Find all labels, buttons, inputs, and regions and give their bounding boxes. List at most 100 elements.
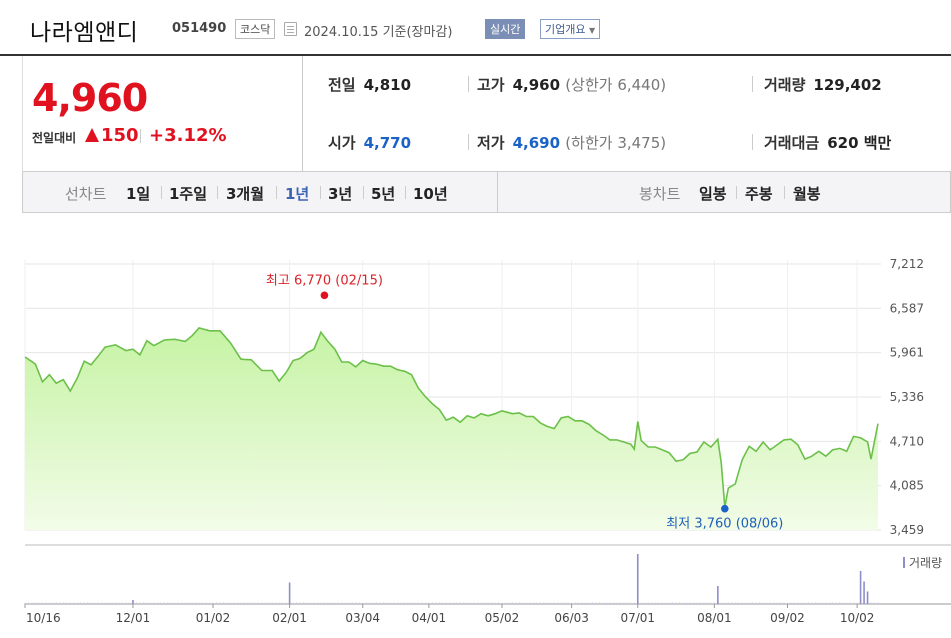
volume-bar [303,602,305,604]
volume-bar [731,602,733,604]
volume-bar [633,602,635,604]
volume-bar [55,602,57,604]
volume-bar [856,602,858,604]
volume-bar [195,602,197,604]
volume-bar [135,602,137,604]
candle-daily[interactable]: 일봉 [699,185,727,203]
candle-chart-label[interactable]: 봉차트 [639,185,681,203]
company-overview-dropdown[interactable]: 기업개요 ▼ [540,19,601,39]
period-10y[interactable]: 10년 [413,185,448,203]
period-3m[interactable]: 3개월 [226,185,265,203]
volume-bar [477,602,479,604]
volume-bar [470,602,472,604]
volume-cell: 거래량 129,402 [764,74,882,95]
volume-bar [842,602,844,604]
high-label: 고가 [477,76,505,94]
company-overview-label: 기업개요 [545,23,586,36]
volume-bar [543,602,545,604]
volume-bar [585,602,587,604]
volume-bar [612,602,614,604]
volume-bar [814,602,816,604]
volume-bar [689,602,691,604]
volume-bar [167,602,169,604]
volume-bar [877,602,879,604]
volume-bar [243,602,245,604]
chart-annotations: 최고 6,770 (02/15) 최저 3,760 (08/06) [266,273,783,531]
volume-bar [456,602,458,604]
volume-bar [602,602,604,604]
volume-bar [386,602,388,604]
volume-bar [306,602,308,604]
volume-bar [222,602,224,604]
volume-bar [188,602,190,604]
volume-bar [414,602,416,604]
chevron-down-icon: ▼ [588,26,596,35]
volume-bar [341,602,343,604]
divider [217,186,218,199]
price-area-fill [25,327,878,530]
period-3y[interactable]: 3년 [328,185,353,203]
period-5y[interactable]: 5년 [371,185,396,203]
volume-bar [240,602,242,604]
volume-bar [508,602,510,604]
volume-bar [250,602,252,604]
period-1y[interactable]: 1년 [285,185,310,203]
volume-bar [717,586,719,604]
volume-bar [706,602,708,604]
volume-bar [578,602,580,604]
volume-bar [665,602,667,604]
volume-legend-icon [903,557,905,568]
volume-bar [128,602,130,604]
price-chart[interactable]: 7,212 6,587 5,961 5,336 4,710 4,085 3,459 최고 6… [0,230,951,638]
volume-bar [564,602,566,604]
change-value: 150 [101,125,139,146]
y-tick-label: 7,212 [890,257,924,271]
volume-bar [720,602,722,604]
period-1d[interactable]: 1일 [126,185,151,203]
stock-code: 051490 [172,21,227,36]
high-value: 4,960 [512,76,561,94]
volume-bar [410,602,412,604]
x-tick-label: 10/02 [840,611,875,625]
low-value: 4,690 [512,134,561,152]
x-tick-label: 12/01 [116,611,151,625]
line-chart-label[interactable]: 선차트 [65,185,107,203]
volume-bar [797,602,799,604]
volume-bar [790,602,792,604]
x-tick-label: 01/02 [196,611,231,625]
x-tick-label: 06/03 [554,611,589,625]
volume-bar [755,602,757,604]
prev-close-value: 4,810 [363,76,412,94]
volume-bar [438,602,440,604]
realtime-button[interactable]: 실시간 [485,19,526,39]
quote-panel: 4,960 전일대비 150 +3.12% 전일 4,810 고가 4,960 (상… [22,56,951,172]
volume-bar [651,602,653,604]
period-1w[interactable]: 1주일 [169,185,208,203]
volume-bar [212,602,214,604]
candle-monthly[interactable]: 월봉 [793,185,821,203]
volume-bar [156,602,158,604]
volume-bar [62,602,64,604]
x-tick-label: 09/02 [770,611,805,625]
volume-bar [466,602,468,604]
high-cell: 고가 4,960 (상한가 6,440) [477,74,666,95]
candle-weekly[interactable]: 주봉 [745,185,773,203]
volume-bar [560,602,562,604]
volume-bar [710,602,712,604]
volume-bar [769,602,771,604]
volume-bar [296,602,298,604]
volume-bar [759,602,761,604]
volume-bar [828,602,830,604]
price-line [24,326,879,508]
volume-bar [97,602,99,604]
volume-bar [90,602,92,604]
turnover-cell: 거래대금 620 백만 [764,132,891,153]
volume-bar [146,602,148,604]
reference-date: 2024.10.15 기준(장마감) [304,25,453,40]
divider [752,76,753,92]
y-tick-label: 5,336 [890,390,924,404]
volume-bar [121,602,123,604]
volume-bar [821,602,823,604]
volume-bar [445,602,447,604]
volume-bar [553,602,555,604]
